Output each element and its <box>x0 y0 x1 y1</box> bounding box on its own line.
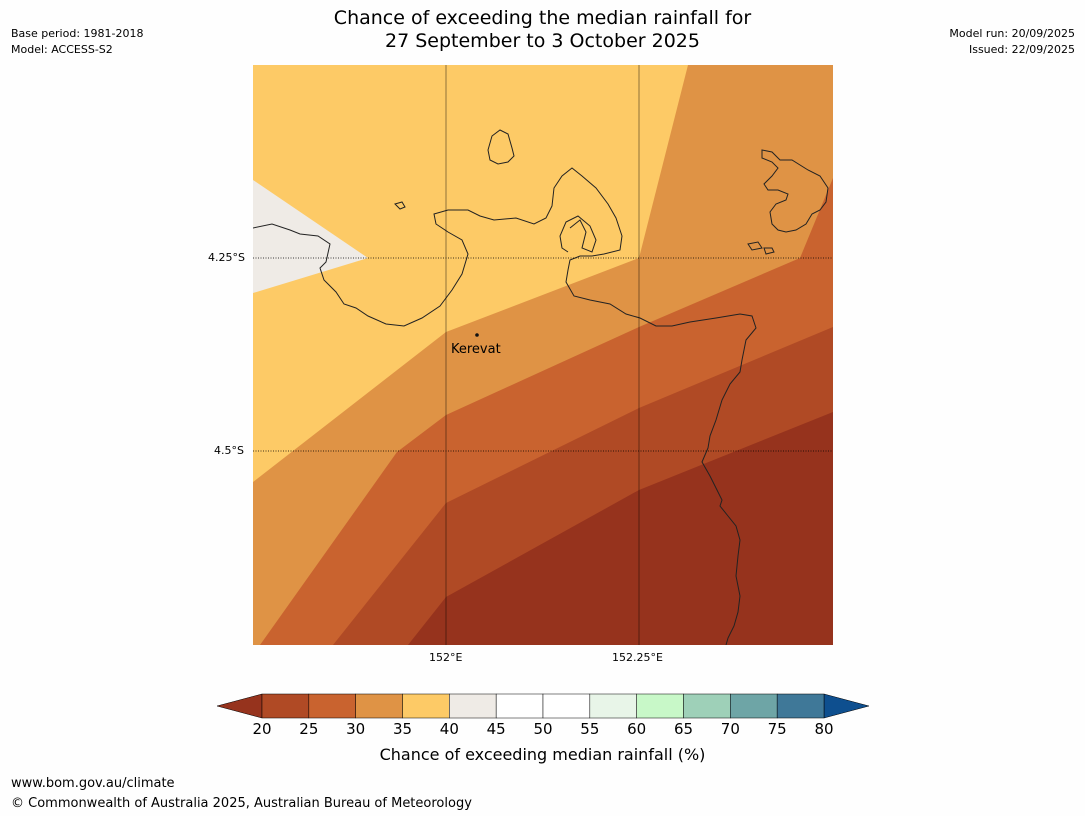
model-name: Model: ACCESS-S2 <box>11 43 113 56</box>
colorbar-under-arrow <box>216 693 263 719</box>
island-east-small <box>747 241 763 251</box>
colorbar-bin <box>589 693 637 719</box>
zone-35-40 <box>253 65 688 482</box>
colorbar-bin <box>636 693 684 719</box>
footer: www.bom.gov.au/climate © Commonwealth of… <box>11 774 472 814</box>
lat-label-4-5: 4.5°S <box>214 444 244 457</box>
colorbar-tick-label: 40 <box>439 720 459 738</box>
lon-label-152: 152°E <box>429 651 463 664</box>
colorbar-bin <box>402 693 450 719</box>
colorbar-bin <box>261 693 310 719</box>
colorbar-tick-label: 65 <box>673 720 694 738</box>
coastline <box>253 129 829 645</box>
zone-40-45 <box>253 180 368 293</box>
colorbar-tick-label: 55 <box>580 720 600 738</box>
lon-label-152-25: 152.25°E <box>612 651 663 664</box>
colorbar-bin <box>308 693 356 719</box>
colorbar-bin <box>542 693 591 719</box>
island-east-small-2 <box>763 247 775 255</box>
colorbar <box>216 693 870 719</box>
place-label-kerevat: Kerevat <box>451 342 501 357</box>
colorbar-tick-label: 30 <box>346 720 366 738</box>
colorbar-tick-label: 60 <box>627 720 647 738</box>
kerevat-marker <box>475 333 479 337</box>
coastline-inlet <box>559 215 597 253</box>
island-small <box>394 201 406 210</box>
footer-copyright: © Commonwealth of Australia 2025, Austra… <box>11 796 472 811</box>
colorbar-tick-label: 35 <box>392 720 413 738</box>
base-period: Base period: 1981-2018 <box>11 27 144 40</box>
island-east <box>761 149 829 233</box>
lat-label-4-25: 4.25°S <box>208 251 245 264</box>
map-title: Chance of exceeding the median rainfall … <box>0 7 1085 53</box>
colorbar-tick-label: 80 <box>814 720 834 738</box>
title-line-1: Chance of exceeding the median rainfall … <box>333 7 752 29</box>
colorbar-tick-label: 50 <box>533 720 553 738</box>
title-line-2: 27 September to 3 October 2025 <box>385 30 700 52</box>
colorbar-tick-label: 70 <box>720 720 740 738</box>
colorbar-bins <box>261 693 825 719</box>
colorbar-bin <box>730 693 778 719</box>
graticule <box>253 65 833 645</box>
colorbar-tick-label: 45 <box>486 720 506 738</box>
colorbar-over-arrow <box>823 693 870 719</box>
issued-date: Issued: 22/09/2025 <box>968 43 1075 56</box>
meta-left: Base period: 1981-2018 Model: ACCESS-S2 <box>11 26 143 58</box>
colorbar-bin <box>495 693 544 719</box>
colorbar-bin <box>449 693 497 719</box>
model-run: Model run: 20/09/2025 <box>949 27 1075 40</box>
colorbar-label: Chance of exceeding median rainfall (%) <box>379 745 706 764</box>
rainfall-map <box>253 65 833 645</box>
meta-right: Model run: 20/09/2025 Issued: 22/09/2025 <box>949 26 1075 58</box>
colorbar-bin <box>355 693 403 719</box>
colorbar-tick-label: 25 <box>299 720 319 738</box>
colorbar-bin <box>776 693 825 719</box>
colorbar-bin <box>683 693 731 719</box>
colorbar-tick-label: 75 <box>767 720 787 738</box>
footer-url[interactable]: www.bom.gov.au/climate <box>11 776 175 791</box>
island-north <box>487 129 515 165</box>
coastline-main <box>253 167 757 645</box>
colorbar-tick-label: 20 <box>252 720 272 738</box>
